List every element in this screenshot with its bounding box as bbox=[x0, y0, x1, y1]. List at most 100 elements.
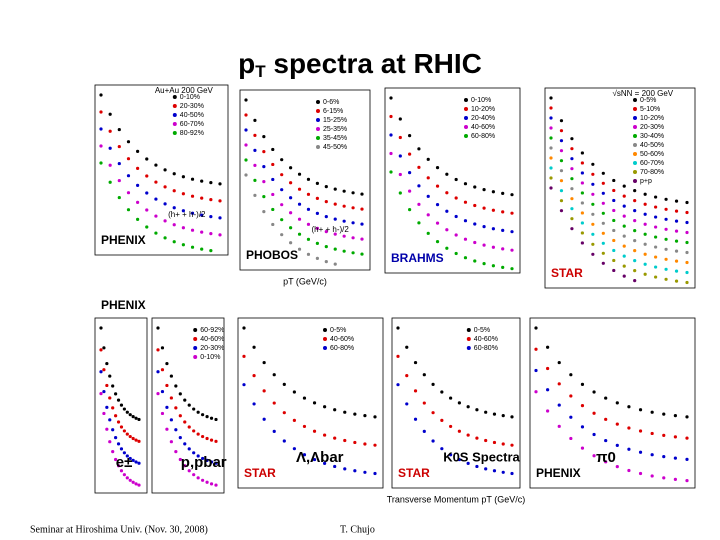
data-dot bbox=[252, 374, 256, 378]
data-dot bbox=[422, 373, 426, 377]
data-dot bbox=[622, 254, 626, 258]
data-dot bbox=[570, 157, 574, 161]
data-dot bbox=[435, 166, 440, 170]
data-dot bbox=[570, 217, 574, 221]
data-dot bbox=[473, 203, 477, 208]
legend-label: 25-35% bbox=[323, 126, 347, 133]
data-dot bbox=[183, 442, 187, 446]
data-dot bbox=[570, 197, 574, 201]
legend-marker bbox=[633, 107, 637, 111]
data-dot bbox=[181, 209, 185, 213]
data-dot bbox=[324, 229, 328, 234]
data-dot bbox=[363, 414, 367, 418]
data-dot bbox=[650, 474, 654, 478]
data-dot bbox=[674, 279, 679, 283]
data-dot bbox=[664, 237, 668, 241]
data-dot bbox=[242, 383, 246, 387]
legend-marker bbox=[464, 98, 468, 102]
data-dot bbox=[580, 181, 584, 185]
data-dot bbox=[449, 424, 453, 429]
data-dot bbox=[601, 231, 605, 235]
data-dot bbox=[183, 398, 187, 402]
data-dot bbox=[114, 457, 118, 462]
legend-marker bbox=[466, 337, 471, 341]
data-dot bbox=[134, 460, 138, 464]
data-dot bbox=[408, 134, 412, 138]
legend-marker bbox=[633, 125, 637, 129]
data-dot bbox=[373, 443, 377, 447]
data-dot bbox=[302, 453, 307, 457]
data-dot bbox=[187, 403, 191, 407]
legend-label: p+p bbox=[640, 178, 652, 185]
data-dot bbox=[169, 418, 173, 422]
data-dot bbox=[501, 191, 505, 195]
data-dot bbox=[612, 178, 616, 183]
data-dot bbox=[136, 217, 140, 221]
data-dot bbox=[315, 196, 319, 200]
legend-marker bbox=[633, 170, 637, 174]
data-dot bbox=[126, 157, 131, 161]
experiment-logo: PHENIX bbox=[536, 466, 581, 480]
data-dot bbox=[463, 256, 468, 260]
data-dot bbox=[183, 464, 187, 468]
legend-label: 10-20% bbox=[471, 106, 495, 113]
data-dot bbox=[111, 406, 115, 410]
data-dot bbox=[482, 243, 486, 247]
data-dot bbox=[612, 198, 616, 203]
data-dot bbox=[445, 246, 449, 250]
data-dot bbox=[417, 221, 421, 225]
legend-label: 40-60% bbox=[330, 336, 354, 343]
data-dot bbox=[398, 135, 402, 140]
data-dot bbox=[463, 219, 468, 223]
data-dot bbox=[549, 166, 553, 170]
data-dot bbox=[417, 184, 421, 188]
data-dot bbox=[131, 458, 135, 462]
data-dot bbox=[201, 478, 205, 482]
data-dot bbox=[685, 457, 689, 461]
data-dot bbox=[209, 482, 214, 486]
legend-label: 20-40% bbox=[471, 115, 495, 122]
data-dot bbox=[131, 436, 135, 441]
data-dot bbox=[491, 245, 495, 249]
data-dot bbox=[491, 264, 495, 268]
data-dot bbox=[116, 442, 121, 446]
data-dot bbox=[591, 162, 595, 166]
data-dot bbox=[137, 417, 141, 422]
data-dot bbox=[187, 425, 191, 429]
data-dot bbox=[200, 196, 204, 200]
data-dot bbox=[192, 451, 196, 455]
data-dot bbox=[122, 429, 126, 433]
data-dot bbox=[351, 251, 355, 255]
data-dot bbox=[557, 403, 561, 407]
data-dot bbox=[253, 193, 257, 198]
data-dot bbox=[190, 194, 195, 198]
data-dot bbox=[664, 207, 668, 211]
data-dot bbox=[105, 361, 109, 366]
data-dot bbox=[343, 467, 347, 471]
data-dot bbox=[569, 394, 573, 398]
data-dot bbox=[272, 401, 276, 405]
data-dot bbox=[312, 401, 317, 405]
data-dot bbox=[218, 216, 222, 220]
data-dot bbox=[454, 214, 458, 219]
data-dot bbox=[426, 176, 430, 180]
data-dot bbox=[163, 168, 167, 172]
data-dot bbox=[289, 196, 293, 200]
data-dot bbox=[454, 251, 458, 256]
data-dot bbox=[125, 410, 129, 414]
data-dot bbox=[622, 184, 626, 188]
data-dot bbox=[262, 389, 266, 393]
legend-marker bbox=[633, 152, 637, 156]
data-dot bbox=[685, 200, 689, 205]
data-dot bbox=[244, 143, 248, 147]
data-dot bbox=[169, 374, 173, 378]
data-dot bbox=[271, 177, 275, 182]
legend-label: 0-5% bbox=[330, 327, 346, 334]
data-dot bbox=[111, 450, 115, 454]
data-dot bbox=[126, 208, 131, 212]
data-dot bbox=[650, 410, 654, 414]
data-dot bbox=[570, 167, 574, 171]
data-dot bbox=[601, 221, 605, 225]
data-dot bbox=[297, 232, 302, 236]
data-dot bbox=[664, 227, 668, 231]
